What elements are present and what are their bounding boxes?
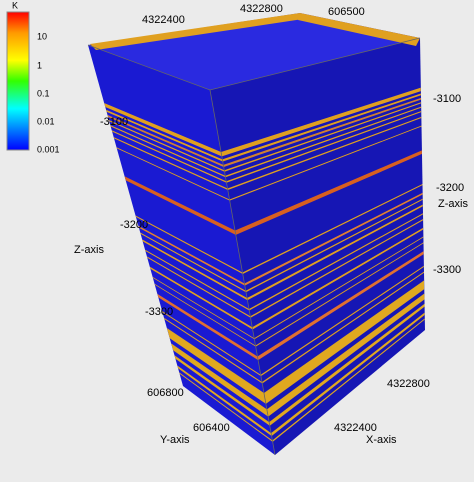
z-tick-label: -3200 bbox=[436, 182, 464, 194]
layer-stripe bbox=[245, 198, 423, 293]
layer-stripe bbox=[177, 365, 272, 437]
layer-stripe bbox=[107, 114, 224, 168]
layer-stripe bbox=[171, 343, 269, 417]
layer-stripe bbox=[262, 271, 425, 384]
layer-stripe bbox=[116, 147, 230, 201]
layer-stripe bbox=[266, 293, 425, 417]
z-axis-title: Z-axis bbox=[438, 198, 468, 210]
layer-stripe bbox=[249, 213, 424, 311]
layer-stripe bbox=[157, 293, 259, 361]
layer-stripe bbox=[113, 137, 228, 191]
layer-stripe bbox=[226, 111, 422, 183]
box-edge bbox=[209, 89, 276, 456]
layer-stripe bbox=[257, 251, 424, 361]
top-tick-label: 4322800 bbox=[240, 3, 283, 15]
colorbar-title: K bbox=[12, 0, 18, 10]
z-tick-label: -3100 bbox=[433, 93, 461, 105]
top-tick-label: 4322400 bbox=[142, 14, 185, 26]
layer-stripe bbox=[263, 280, 425, 404]
layer-stripe bbox=[222, 93, 421, 162]
layer-stripe bbox=[255, 242, 424, 347]
layer-stripe bbox=[154, 283, 256, 347]
y-tick-label: 606800 bbox=[147, 387, 184, 399]
layer-stripe bbox=[110, 125, 226, 178]
layer-stripe bbox=[164, 317, 263, 384]
x-axis-title: X-axis bbox=[366, 434, 397, 446]
layer-stripe bbox=[254, 236, 424, 340]
right-layers bbox=[221, 87, 425, 442]
top-stripe bbox=[298, 13, 420, 46]
layer-stripe bbox=[272, 318, 425, 442]
colorbar bbox=[6, 11, 30, 151]
layer-stripe bbox=[124, 176, 236, 235]
layer-stripe bbox=[179, 372, 273, 442]
layer-stripe bbox=[250, 219, 424, 318]
top-stripe bbox=[90, 13, 303, 50]
layer-stripe bbox=[111, 130, 227, 183]
layer-stripe bbox=[224, 102, 422, 172]
layer-stripe bbox=[235, 150, 422, 235]
z-axis-title: Z-axis bbox=[74, 244, 104, 256]
layer-stripe bbox=[260, 265, 424, 377]
top-face bbox=[88, 13, 420, 90]
layer-stripe bbox=[247, 204, 423, 301]
layer-stripe bbox=[146, 256, 251, 318]
layer-stripe bbox=[225, 106, 422, 178]
z-tick-label: -3100 bbox=[100, 116, 128, 128]
colorbar-label: 1 bbox=[37, 60, 42, 70]
layer-stripe bbox=[140, 232, 247, 293]
layer-stripe bbox=[138, 225, 245, 286]
colorbar-label: 10 bbox=[37, 31, 47, 41]
layer-stripe bbox=[149, 266, 253, 330]
layer-stripe bbox=[252, 227, 424, 330]
layer-stripe bbox=[106, 109, 223, 162]
left-layers bbox=[104, 102, 273, 442]
layer-stripe bbox=[242, 184, 423, 274]
layer-stripe bbox=[229, 125, 422, 201]
layer-stripe bbox=[142, 239, 248, 301]
layer-stripe bbox=[174, 355, 270, 426]
layer-stripe bbox=[269, 303, 425, 426]
y-axis-title: Y-axis bbox=[160, 434, 190, 446]
layer-stripe bbox=[221, 87, 421, 157]
layer-stripe bbox=[271, 312, 425, 437]
layer-stripe bbox=[223, 97, 422, 168]
colorbar-label: 0.01 bbox=[37, 116, 55, 126]
x-tick-label: 4322800 bbox=[387, 378, 430, 390]
layer-stripe bbox=[227, 116, 422, 191]
layer-stripe bbox=[162, 310, 261, 377]
y-tick-label: 606400 bbox=[193, 422, 230, 434]
z-tick-label: -3200 bbox=[120, 219, 148, 231]
top-tick-label: 606500 bbox=[328, 6, 365, 18]
z-tick-label: -3300 bbox=[145, 306, 173, 318]
layer-stripe bbox=[145, 249, 250, 311]
layer-stripe bbox=[244, 192, 423, 286]
layer-stripe bbox=[108, 120, 225, 172]
x-tick-label: 4322400 bbox=[334, 422, 377, 434]
colorbar-label: 0.1 bbox=[37, 88, 50, 98]
layer-stripe bbox=[166, 328, 266, 404]
layer-stripe bbox=[135, 215, 243, 274]
z-tick-label: -3300 bbox=[433, 264, 461, 276]
colorbar-label: 0.001 bbox=[37, 144, 60, 154]
layer-stripe bbox=[152, 276, 255, 340]
layer-stripe bbox=[104, 102, 222, 157]
